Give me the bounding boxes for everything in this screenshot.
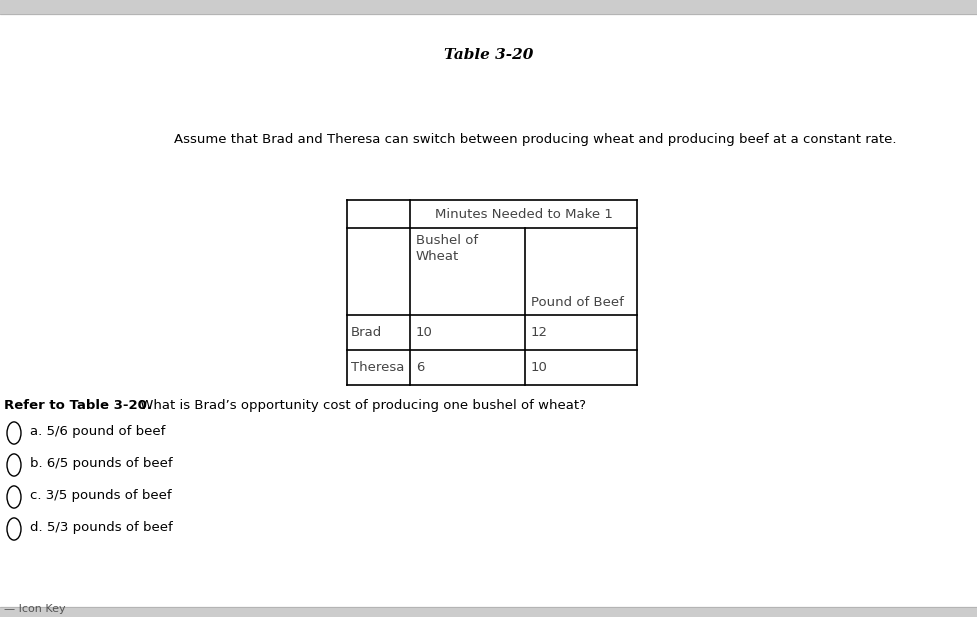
Text: Minutes Needed to Make 1: Minutes Needed to Make 1 xyxy=(434,207,612,220)
Text: 10: 10 xyxy=(531,361,547,374)
Bar xyxy=(0,607,977,617)
Text: b. 6/5 pounds of beef: b. 6/5 pounds of beef xyxy=(30,457,173,470)
Text: d. 5/3 pounds of beef: d. 5/3 pounds of beef xyxy=(30,521,173,534)
Text: Refer to Table 3-20.: Refer to Table 3-20. xyxy=(4,399,151,412)
Text: 10: 10 xyxy=(415,326,433,339)
Text: 12: 12 xyxy=(531,326,547,339)
Text: c. 3/5 pounds of beef: c. 3/5 pounds of beef xyxy=(30,489,171,502)
Text: Pound of Beef: Pound of Beef xyxy=(531,296,623,309)
Bar xyxy=(0,0,977,14)
Text: Theresa: Theresa xyxy=(351,361,404,374)
Text: Bushel of
Wheat: Bushel of Wheat xyxy=(415,234,478,263)
Text: What is Brad’s opportunity cost of producing one bushel of wheat?: What is Brad’s opportunity cost of produ… xyxy=(136,399,585,412)
Text: Assume that Brad and Theresa can switch between producing wheat and producing be: Assume that Brad and Theresa can switch … xyxy=(174,133,896,146)
Text: Table 3-20: Table 3-20 xyxy=(444,48,533,62)
Text: Brad: Brad xyxy=(351,326,382,339)
Text: 6: 6 xyxy=(415,361,424,374)
Text: — Icon Key: — Icon Key xyxy=(4,604,65,614)
Text: a. 5/6 pound of beef: a. 5/6 pound of beef xyxy=(30,425,165,438)
